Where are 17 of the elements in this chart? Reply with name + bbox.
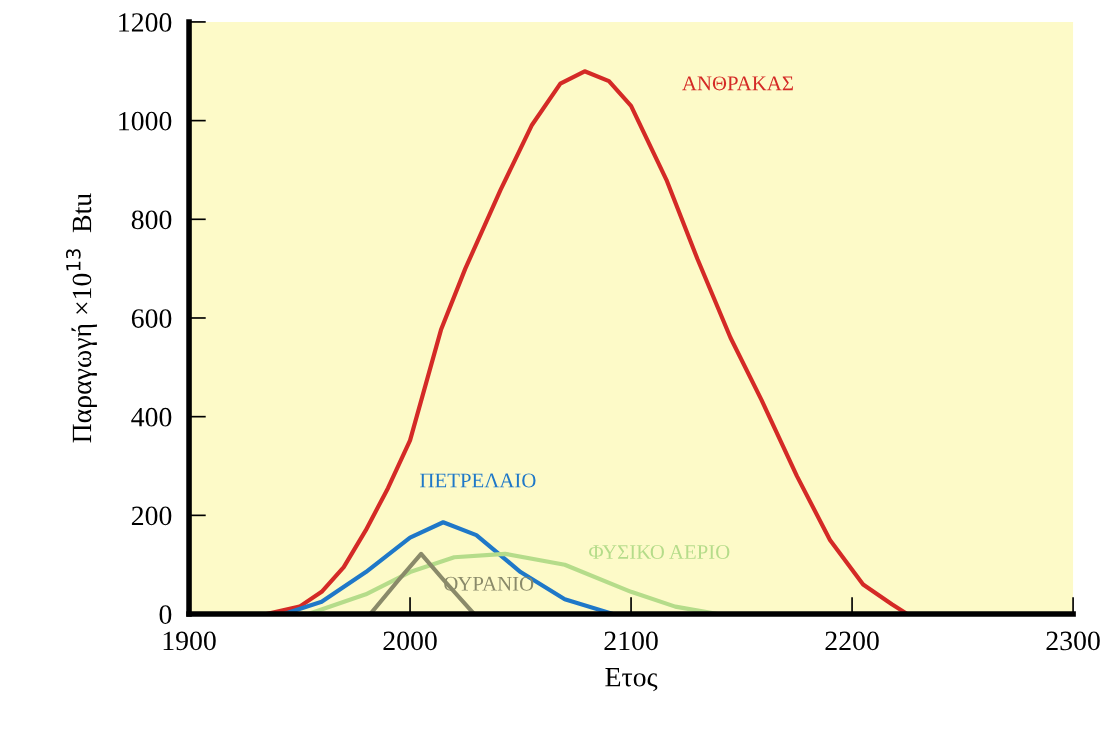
x-tick-label: 1900 — [163, 631, 216, 651]
y-tick-label: 200 — [131, 506, 172, 526]
y-tick-label: 1000 — [119, 111, 172, 131]
series-label: ΠΕΤΡΕΛΑΙΟ — [420, 473, 536, 488]
x-tick-label: 2100 — [604, 631, 658, 651]
text: ΑΝΘΡΑΚΑΣ — [682, 76, 793, 91]
y-tick-label: 800 — [131, 210, 172, 230]
y-tick-label: 1200 — [119, 13, 172, 32]
series-label: ΦΥΣΙΚΟ ΑΕΡΙΟ — [589, 545, 730, 560]
x-tick-label: 2300 — [1046, 631, 1100, 651]
y-tick-label: 400 — [131, 407, 172, 427]
y-axis-title: Παραγωγή ×10$^{13}$ Btu — [65, 193, 97, 443]
y-tick-label: 600 — [131, 309, 172, 328]
y-tick-label: 0 — [159, 605, 172, 624]
x-tick-label: 2000 — [383, 631, 437, 651]
x-axis-title: Ετος — [605, 668, 658, 692]
x-tick-label: 2200 — [825, 631, 879, 651]
